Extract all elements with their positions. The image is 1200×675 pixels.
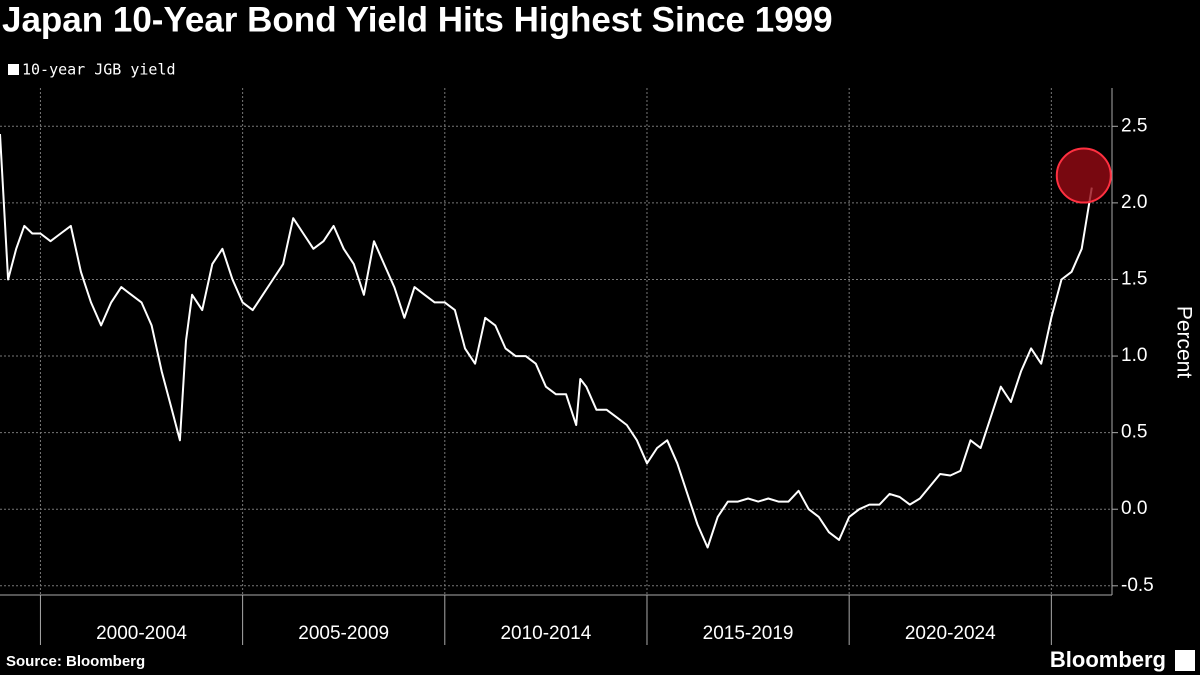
y-axis-label: Percent — [1172, 306, 1195, 379]
chart-title: Japan 10-Year Bond Yield Hits Highest Si… — [2, 0, 833, 39]
highlight-circle — [1055, 147, 1112, 204]
y-tick-label: 0.5 — [1121, 422, 1147, 443]
y-tick-label: -0.5 — [1121, 575, 1154, 596]
series-line — [0, 133, 1093, 549]
x-band-label: 2000-2004 — [96, 623, 187, 644]
y-tick-label: 1.0 — [1121, 345, 1147, 366]
y-tick-label: 0.0 — [1121, 498, 1147, 519]
legend-label: 10-year JGB yield — [22, 61, 176, 79]
y-tick-label: 2.0 — [1121, 192, 1147, 213]
brand-icon — [1175, 650, 1195, 671]
legend-swatch — [8, 64, 19, 75]
source: Source: Bloomberg — [6, 653, 145, 670]
y-tick-label: 1.5 — [1121, 268, 1147, 289]
brand: Bloomberg — [1050, 647, 1166, 672]
x-band-label: 2010-2014 — [500, 623, 591, 644]
x-band-label: 2020-2024 — [905, 623, 996, 644]
y-tick-label: 2.5 — [1121, 115, 1147, 136]
x-band-label: 2005-2009 — [298, 623, 389, 644]
x-band-label: 2015-2019 — [703, 623, 794, 644]
